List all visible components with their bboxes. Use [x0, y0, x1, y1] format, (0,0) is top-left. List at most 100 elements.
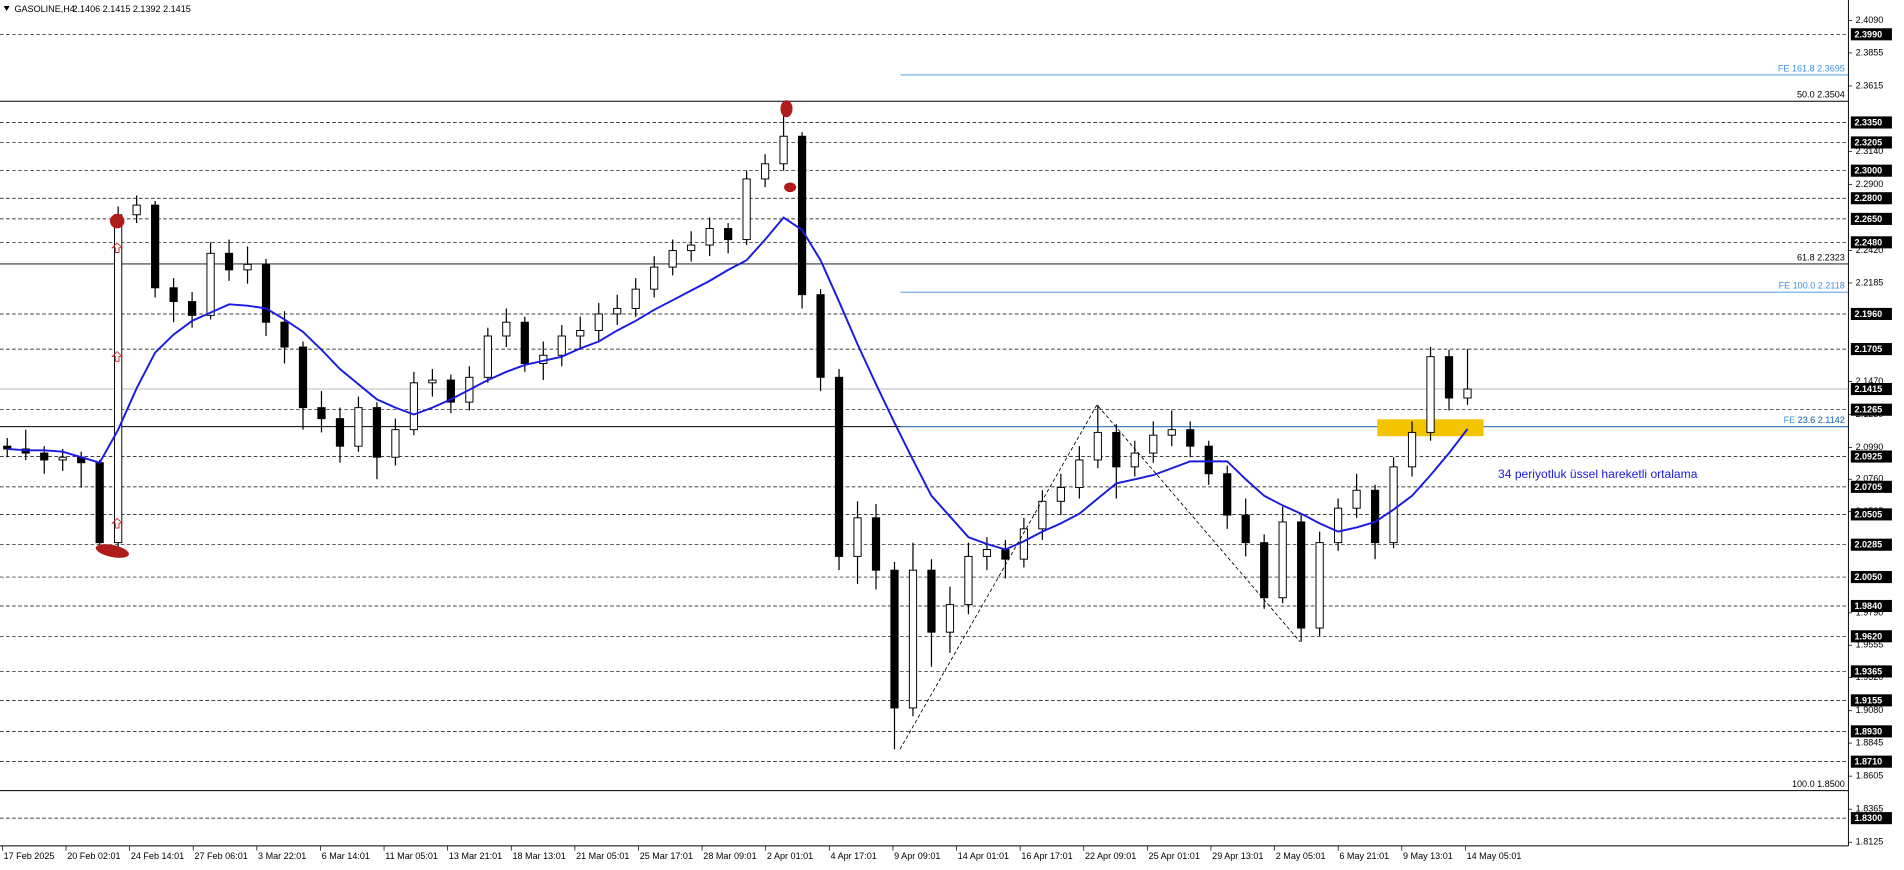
x-tick-label: 29 Apr 13:01	[1212, 851, 1263, 861]
x-tick-label: 18 Mar 13:01	[512, 851, 565, 861]
level-label: 2.2800	[1854, 193, 1882, 203]
level-box	[1850, 343, 1892, 356]
candle-body	[1130, 452, 1139, 468]
x-tick-label: 21 Mar 05:01	[576, 851, 629, 861]
level-label: 1.8710	[1854, 757, 1882, 767]
candle-body	[502, 321, 511, 337]
candle-body	[871, 517, 881, 571]
x-tick-label: 13 Mar 21:01	[449, 851, 502, 861]
x-tick-label: 4 Apr 17:01	[831, 851, 877, 861]
level-label: 2.1705	[1854, 344, 1882, 354]
level-box	[1850, 28, 1892, 41]
candle-body	[1204, 445, 1213, 475]
candle-body	[151, 204, 160, 289]
candle-body	[1297, 521, 1306, 629]
level-box	[1850, 136, 1892, 149]
y-tick-label: 2.3855	[1856, 47, 1884, 57]
candle-body	[261, 263, 271, 323]
candle-body	[1352, 489, 1361, 509]
candle-body	[280, 321, 289, 348]
level-box	[1850, 164, 1892, 177]
fib-label: FE 100.0 2.2118	[1779, 281, 1845, 291]
quote-high: 2.1415	[103, 4, 131, 14]
candle-body	[58, 456, 67, 461]
y-tick-label: 1.8365	[1856, 804, 1884, 814]
y-tick-label: 1.9555	[1856, 640, 1884, 650]
level-box	[1850, 630, 1892, 643]
candle-body	[391, 429, 400, 458]
candle-body	[1186, 429, 1195, 447]
candle-body	[890, 569, 899, 709]
candle-body	[40, 452, 49, 461]
last-price-label: 2.1415	[1854, 384, 1882, 394]
level-label: 1.9840	[1854, 601, 1882, 611]
candle-body	[1001, 549, 1010, 560]
candle-body	[1463, 388, 1472, 399]
level-box	[1850, 450, 1892, 463]
x-tick-label: 2 Apr 01:01	[767, 851, 813, 861]
candle-body	[557, 335, 566, 356]
x-tick-label: 25 Mar 17:01	[640, 851, 693, 861]
ema-annotation: 34 periyotluk üssel hareketli ortalama	[1498, 467, 1698, 481]
level-box	[1850, 755, 1892, 768]
candle-body	[705, 228, 714, 246]
candle-body	[317, 407, 326, 420]
fib-label: 23.6 2.1142	[1798, 415, 1845, 425]
level-label: 2.0050	[1854, 572, 1882, 582]
signal-dot	[95, 544, 129, 558]
level-box	[1850, 538, 1892, 551]
candle-body	[964, 555, 973, 606]
chart-title: GASOLINE,H4	[14, 4, 74, 14]
fib-label: 100.0 1.8500	[1792, 779, 1845, 789]
y-tick-label: 1.8605	[1856, 771, 1884, 781]
candle-body	[779, 135, 788, 165]
level-label: 2.0925	[1854, 452, 1882, 462]
candle-body	[908, 569, 918, 709]
y-tick-label: 1.8125	[1856, 837, 1884, 847]
level-box	[1850, 665, 1892, 678]
x-tick-label: 6 May 21:01	[1339, 851, 1389, 861]
fib-label: 61.8 2.2323	[1797, 252, 1845, 262]
candle-body	[650, 266, 659, 290]
level-box	[1850, 571, 1892, 584]
x-tick-label: 28 Mar 09:01	[703, 851, 756, 861]
fib-zigzag	[899, 404, 1301, 750]
candle-body	[1370, 489, 1380, 544]
level-label: 1.8300	[1854, 813, 1882, 823]
level-label: 2.0705	[1854, 482, 1882, 492]
candle-body	[724, 228, 733, 241]
x-tick-label: 9 May 13:01	[1403, 851, 1453, 861]
x-tick-label: 3 Mar 22:01	[258, 851, 306, 861]
x-tick-label: 2 May 05:01	[1276, 851, 1326, 861]
level-box	[1850, 694, 1892, 707]
signal-dot	[780, 100, 793, 118]
levels: FE 161.8 2.3695 50.0 2.3504 61.8 2.2323 FE …	[0, 33, 1849, 819]
level-box	[1850, 599, 1892, 613]
signal-dot	[109, 213, 125, 229]
fib-label: 50.0 2.3504	[1797, 90, 1845, 100]
candle-body	[520, 321, 529, 365]
y-tick-label: 1.9790	[1856, 607, 1884, 617]
candle-body	[1444, 356, 1454, 399]
candle-body	[3, 445, 12, 450]
x-tick-label: 14 Apr 01:01	[958, 851, 1009, 861]
candle-body	[668, 250, 677, 268]
y-tick-label: 1.9080	[1856, 705, 1884, 715]
signal-dot	[784, 182, 797, 193]
x-tick-label: 27 Feb 06:01	[194, 851, 247, 861]
y-tick-label: 2.2900	[1856, 179, 1884, 189]
x-tick-label: 25 Apr 01:01	[1149, 851, 1200, 861]
x-tick-label: 24 Feb 14:01	[131, 851, 184, 861]
candle-body	[1426, 356, 1435, 433]
candle-body	[1056, 487, 1065, 502]
candle-body	[853, 517, 862, 557]
y-tick-label: 2.3140	[1856, 146, 1884, 156]
level-label: 2.3205	[1854, 137, 1882, 147]
level-label: 1.9155	[1854, 695, 1882, 705]
candle-body	[114, 214, 123, 544]
level-box	[1850, 236, 1892, 249]
candle-body	[1019, 528, 1028, 560]
level-box	[1850, 116, 1892, 129]
